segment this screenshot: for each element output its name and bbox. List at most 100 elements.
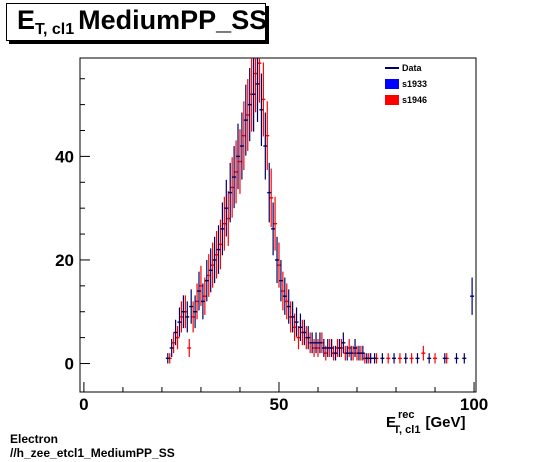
point-data-7 — [193, 295, 198, 329]
point-data-9 — [200, 283, 205, 320]
point-data-34 — [298, 313, 303, 341]
x-axis-label-sup: rec — [398, 409, 415, 421]
point-data-32 — [290, 301, 295, 333]
footer-text: Electron //h_zee_etcl1_MediumPP_SS — [10, 432, 175, 460]
point-s1946-37 — [312, 339, 317, 357]
point-s1946-53 — [386, 353, 391, 364]
point-s1946-27 — [273, 196, 278, 251]
point-data-62 — [470, 277, 475, 315]
point-data-59 — [442, 353, 447, 364]
point-data-54 — [380, 353, 385, 364]
legend-label-s1933: s1933 — [402, 79, 427, 89]
point-data-18 — [236, 123, 241, 190]
point-data-51 — [364, 353, 369, 364]
point-s1946-17 — [234, 140, 239, 204]
point-s1946-32 — [292, 313, 297, 341]
point-data-53 — [372, 353, 377, 364]
point-s1946-46 — [347, 339, 352, 357]
point-data-39 — [317, 332, 322, 354]
point-data-15 — [224, 179, 229, 237]
footer-line-1: Electron — [10, 432, 59, 446]
x-tick-label-100: 100 — [460, 395, 488, 414]
point-data-8 — [196, 271, 201, 311]
point-s1946-13 — [218, 219, 223, 270]
footer-line-2: //h_zee_etcl1_MediumPP_SS — [10, 446, 175, 460]
point-s1946-25 — [265, 101, 270, 171]
point-data-4 — [181, 295, 186, 329]
point-data-47 — [349, 345, 354, 361]
point-s1946-19 — [241, 101, 246, 171]
point-data-30 — [282, 277, 287, 315]
point-s1946-23 — [257, 58, 262, 103]
point-s1946-20 — [245, 79, 250, 151]
point-data-56 — [403, 353, 408, 364]
point-s1946-26 — [269, 168, 274, 228]
point-s1946-10 — [206, 254, 211, 297]
point-data-61 — [462, 353, 467, 364]
point-s1946-8 — [198, 265, 203, 306]
point-data-6 — [189, 289, 194, 324]
point-data-43 — [333, 345, 338, 361]
point-data-16 — [228, 162, 233, 223]
point-data-46 — [345, 345, 350, 361]
point-s1946-33 — [296, 326, 301, 350]
point-s1946-9 — [202, 277, 207, 315]
legend-label-s1946: s1946 — [402, 95, 427, 105]
point-s1946-30 — [284, 283, 289, 320]
point-data-11 — [208, 248, 213, 293]
point-s1946-15 — [226, 191, 231, 246]
plot-frame — [79, 57, 477, 393]
x-axis-label-main: E — [386, 414, 396, 431]
point-data-36 — [306, 326, 311, 350]
point-s1946-55 — [409, 353, 414, 364]
point-s1946-57 — [433, 353, 438, 364]
point-data-26 — [267, 162, 272, 223]
point-data-0 — [165, 353, 170, 364]
point-data-22 — [251, 58, 256, 132]
point-s1946-24 — [261, 62, 266, 137]
point-data-45 — [341, 332, 346, 354]
series-data — [165, 58, 475, 364]
point-data-58 — [427, 353, 432, 364]
point-s1946-7 — [195, 283, 200, 320]
point-data-25 — [263, 112, 268, 180]
point-data-28 — [275, 236, 280, 284]
point-data-10 — [204, 259, 209, 302]
legend-entry-s1933: s1933 — [385, 79, 427, 89]
point-data-19 — [239, 112, 244, 180]
point-s1946-11 — [210, 242, 215, 288]
y-tick-label-0: 0 — [65, 355, 74, 374]
point-s1946-5 — [187, 339, 192, 357]
x-tick-label-50: 50 — [270, 395, 289, 414]
y-tick-label-20: 20 — [55, 251, 74, 270]
point-data-5 — [185, 301, 190, 333]
point-data-23 — [255, 58, 260, 122]
y-tick-label-40: 40 — [55, 147, 74, 166]
point-s1946-3 — [179, 301, 184, 333]
point-s1946-1 — [171, 332, 176, 354]
point-s1946-54 — [397, 353, 402, 364]
point-s1946-2 — [175, 326, 180, 350]
point-data-50 — [360, 345, 365, 361]
point-data-13 — [216, 225, 221, 274]
histogram-title-box: ET, cl1 MediumPP_SS — [6, 3, 267, 41]
point-data-55 — [392, 353, 397, 364]
legend-entry-data: Data — [385, 63, 423, 73]
point-data-31 — [286, 289, 291, 324]
point-data-27 — [271, 202, 276, 256]
point-data-38 — [314, 332, 319, 354]
point-s1946-12 — [214, 231, 219, 279]
point-data-49 — [356, 345, 361, 361]
legend-entry-s1946: s1946 — [385, 95, 427, 105]
point-data-60 — [454, 353, 459, 364]
point-data-48 — [353, 339, 358, 357]
x-axis-label-sub: T, cl1 — [394, 424, 421, 436]
plot-frame-layer — [79, 57, 477, 393]
data-points-layer — [165, 58, 475, 364]
point-data-24 — [259, 73, 264, 147]
point-data-20 — [243, 84, 248, 156]
point-data-35 — [302, 319, 307, 346]
point-s1946-18 — [237, 129, 242, 194]
legend: Data s1933 s1946 — [385, 63, 427, 105]
